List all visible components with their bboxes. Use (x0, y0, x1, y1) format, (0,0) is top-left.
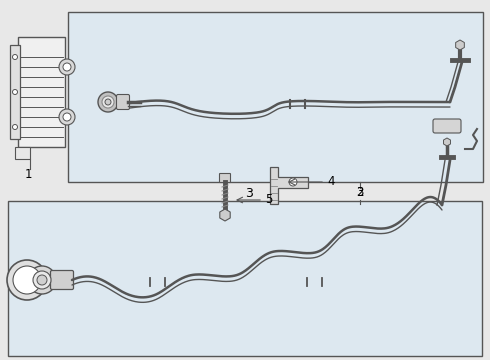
Text: 4: 4 (327, 175, 335, 188)
FancyBboxPatch shape (50, 270, 74, 289)
Circle shape (59, 109, 75, 125)
Circle shape (102, 96, 114, 108)
Circle shape (13, 54, 18, 59)
Bar (8, 201, 482, 356)
Circle shape (37, 275, 47, 285)
Text: 1: 1 (25, 168, 32, 181)
Circle shape (7, 260, 47, 300)
Text: 2: 2 (356, 186, 364, 199)
Text: 3: 3 (245, 187, 253, 200)
FancyBboxPatch shape (117, 95, 129, 109)
Bar (10, 45, 20, 139)
Circle shape (59, 59, 75, 75)
Circle shape (105, 99, 111, 105)
Polygon shape (270, 167, 308, 204)
FancyBboxPatch shape (433, 119, 461, 133)
Circle shape (63, 63, 71, 71)
Circle shape (13, 90, 18, 95)
Circle shape (98, 92, 118, 112)
Circle shape (33, 271, 51, 289)
Text: 3: 3 (356, 186, 364, 199)
FancyBboxPatch shape (220, 174, 230, 183)
Bar (15, 147, 30, 159)
Circle shape (28, 266, 56, 294)
Text: 5: 5 (265, 193, 272, 206)
Bar (18, 37, 65, 147)
Circle shape (13, 125, 18, 130)
Circle shape (13, 266, 41, 294)
Circle shape (63, 113, 71, 121)
Bar (68, 12, 483, 182)
Circle shape (289, 178, 297, 186)
